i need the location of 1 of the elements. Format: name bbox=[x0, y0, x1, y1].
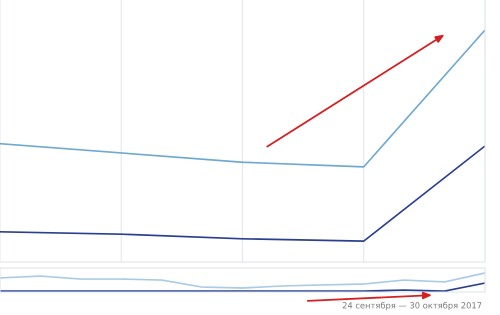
text: 24 сентября — 30 октября 2017 bbox=[342, 302, 482, 310]
